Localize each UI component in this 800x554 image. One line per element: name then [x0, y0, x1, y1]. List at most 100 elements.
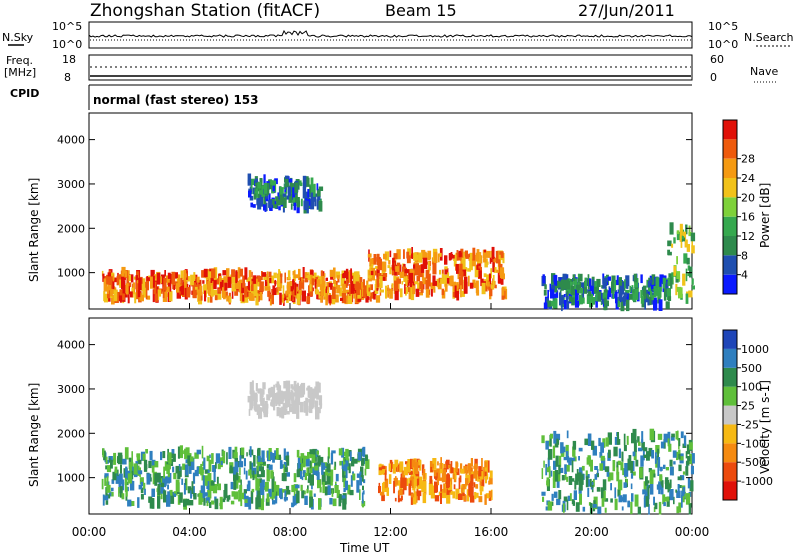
velocity-data-cell — [362, 499, 364, 508]
power-data-cell — [450, 275, 454, 287]
velocity-data-cell — [106, 465, 112, 473]
velocity-data-cell — [423, 474, 427, 485]
velocity-data-cell — [241, 492, 244, 500]
velocity-data-cell — [322, 462, 326, 470]
power-data-cell — [502, 253, 505, 264]
velocity-data-cell — [248, 408, 251, 416]
velocity-data-cell — [572, 446, 576, 457]
power-data-cell — [264, 286, 269, 291]
velocity-data-cell — [346, 469, 348, 479]
power-data-cell — [461, 290, 465, 297]
velocity-data-cell — [463, 494, 466, 501]
power-data-cell — [244, 267, 248, 280]
power-data-cell — [306, 296, 311, 304]
power-data-cell — [570, 285, 575, 296]
velocity-data-cell — [462, 484, 466, 490]
velocity-data-cell — [433, 471, 437, 477]
power-data-cell — [631, 285, 634, 294]
velocity-data-cell — [677, 476, 682, 481]
velocity-data-cell — [170, 491, 175, 504]
velocity-data-cell — [412, 493, 417, 505]
power-data-cell — [269, 294, 272, 306]
velocity-data-cell — [440, 492, 442, 504]
velocity-data-cell — [261, 450, 265, 463]
velocity-data-cell — [566, 464, 570, 472]
velocity-data-cell — [138, 484, 143, 490]
velocity-data-cell — [445, 480, 450, 489]
velocity-data-cell — [485, 477, 487, 484]
velocity-data-cell — [666, 496, 670, 507]
velocity-data-cell — [201, 445, 204, 459]
velocity-data-cell — [479, 491, 483, 496]
velocity-data-cell — [597, 506, 602, 514]
velocity-data-cell — [300, 484, 303, 491]
velocity-data-cell — [478, 466, 482, 477]
velocity-data-cell — [108, 456, 113, 463]
power-data-cell — [308, 285, 311, 293]
power-data-cell — [614, 280, 617, 291]
power-data-cell — [587, 274, 590, 284]
power-data-cell — [257, 275, 262, 282]
power-data-cell — [296, 203, 300, 214]
velocity-data-cell — [295, 484, 300, 489]
power-data-cell — [133, 282, 136, 295]
power-ytick-label: 3000 — [57, 178, 85, 191]
power-data-cell — [422, 257, 428, 269]
velocity-data-cell — [437, 461, 439, 466]
velocity-data-cell — [217, 483, 221, 491]
power-data-cell — [113, 277, 118, 283]
velocity-data-cell — [277, 454, 281, 460]
power-data-cell — [309, 184, 314, 197]
power-data-cell — [209, 295, 213, 303]
power-data-cell — [406, 255, 411, 264]
power-data-cell — [563, 294, 566, 298]
velocity-data-cell — [663, 433, 668, 443]
power-data-cell — [403, 249, 405, 259]
power-data-cell — [248, 190, 252, 198]
power-data-cell — [184, 296, 188, 300]
velocity-data-cell — [272, 500, 276, 505]
nsky-trace — [88, 29, 693, 38]
velocity-data-cell — [262, 495, 264, 504]
velocity-data-cell — [434, 481, 438, 493]
velocity-data-cell — [220, 460, 223, 465]
velocity-data-cell — [403, 466, 408, 476]
velocity-data-cell — [249, 461, 252, 472]
velocity-data-cell — [198, 493, 203, 505]
power-data-cell — [290, 183, 295, 193]
velocity-data-cell — [412, 467, 415, 475]
power-data-cell — [294, 182, 298, 194]
velocity-data-cell — [239, 455, 242, 465]
velocity-data-cell — [631, 471, 636, 476]
power-data-cell — [561, 298, 563, 312]
power-data-cell — [301, 277, 304, 286]
velocity-data-cell — [363, 479, 366, 484]
velocity-data-cell — [549, 433, 553, 439]
power-data-cell — [615, 298, 619, 310]
power-data-cell — [190, 274, 194, 286]
velocity-data-cell — [676, 490, 681, 498]
power-data-cell — [104, 293, 109, 303]
power-data-cell — [689, 266, 693, 278]
velocity-data-cell — [259, 482, 265, 495]
power-data-cell — [458, 250, 462, 258]
velocity-data-cell — [678, 453, 681, 460]
power-data-cell — [141, 278, 146, 291]
velocity-data-cell — [149, 450, 153, 461]
velocity-data-cell — [151, 498, 155, 509]
velocity-data-cell — [293, 380, 297, 392]
velocity-data-cell — [248, 497, 252, 510]
power-data-cell — [629, 285, 631, 293]
power-data-cell — [584, 280, 588, 294]
power-data-cell — [247, 179, 251, 184]
power-data-cell — [676, 230, 680, 235]
velocity-data-cell — [474, 492, 477, 500]
velocity-data-cell — [127, 473, 132, 484]
velocity-data-cell — [319, 403, 323, 408]
velocity-data-cell — [309, 449, 314, 455]
velocity-data-cell — [447, 473, 450, 483]
velocity-data-cell — [475, 484, 479, 489]
velocity-data-cell — [408, 470, 413, 475]
velocity-data-cell — [157, 496, 161, 509]
power-colorbar-segment — [723, 120, 737, 140]
